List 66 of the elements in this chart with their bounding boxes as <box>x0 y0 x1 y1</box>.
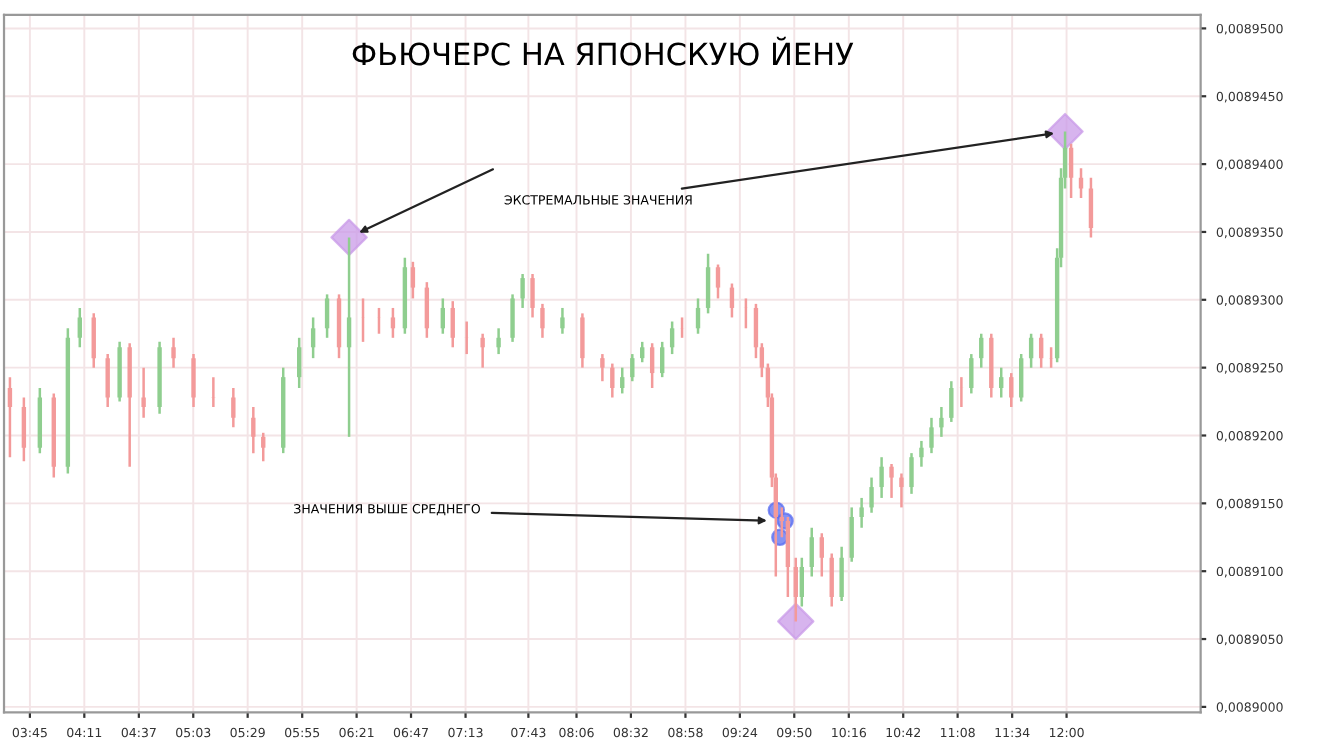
candlestick <box>77 306 82 349</box>
candlestick <box>715 263 721 300</box>
candlestick <box>859 496 864 530</box>
candlestick <box>620 366 625 395</box>
candlestick <box>793 556 798 623</box>
candlestick <box>600 352 605 383</box>
candlestick <box>819 531 824 578</box>
candlestick <box>705 252 711 315</box>
candlestick <box>310 316 316 360</box>
candlestick <box>540 302 545 340</box>
candlestick <box>296 336 302 390</box>
candlestick <box>261 431 266 463</box>
candlestick <box>969 352 974 395</box>
candlestick <box>105 352 110 409</box>
candlestick <box>649 341 655 390</box>
candlestick <box>889 462 894 500</box>
candlestick <box>849 506 854 563</box>
candlestick <box>919 439 924 468</box>
candlestick <box>640 340 645 364</box>
candlestick <box>785 515 791 599</box>
candlestick <box>669 320 675 356</box>
candlestick <box>191 352 196 409</box>
candlestick <box>839 545 844 603</box>
candlestick <box>21 396 27 463</box>
candlestick <box>999 366 1004 399</box>
candlestick <box>7 375 13 459</box>
candlestick <box>480 332 485 369</box>
candlestick <box>879 455 884 500</box>
candlestick <box>939 405 944 439</box>
candlestick <box>171 336 176 369</box>
candlestick <box>450 299 455 349</box>
candlestick <box>211 375 216 409</box>
point <box>1046 112 1084 151</box>
candlestick <box>1088 176 1094 239</box>
candlestick <box>829 552 834 608</box>
candlestick <box>799 556 805 608</box>
candlestick <box>520 272 525 310</box>
point <box>330 218 368 257</box>
candlestick <box>251 405 256 455</box>
candlestick <box>324 293 330 340</box>
candlestick <box>580 312 585 369</box>
candlestick <box>231 386 236 429</box>
candlestick <box>1078 166 1084 200</box>
point <box>777 602 815 641</box>
candlestick <box>1068 142 1074 200</box>
candlestick <box>660 340 665 379</box>
candlestick <box>560 306 565 335</box>
candlestick <box>410 260 416 300</box>
candlestick <box>346 236 352 439</box>
text: ФЬЮЧЕРС НА ЯПОНСКУЮ ЙЕНУ <box>352 36 854 66</box>
candlestick <box>91 312 96 369</box>
candlestick <box>899 472 904 509</box>
candlestick <box>869 476 874 515</box>
candlestick <box>610 362 615 399</box>
candlestick <box>809 526 814 578</box>
candlestick <box>630 352 635 383</box>
candlestick <box>496 327 501 356</box>
candlestick <box>141 366 146 420</box>
candlestick <box>510 293 515 344</box>
candlestick <box>1019 352 1024 403</box>
candlestick <box>530 272 535 319</box>
candlestick <box>929 416 934 455</box>
candlestick <box>909 451 914 496</box>
candlestick <box>390 306 396 340</box>
candlestick <box>1009 371 1014 409</box>
candlestick <box>949 379 954 424</box>
